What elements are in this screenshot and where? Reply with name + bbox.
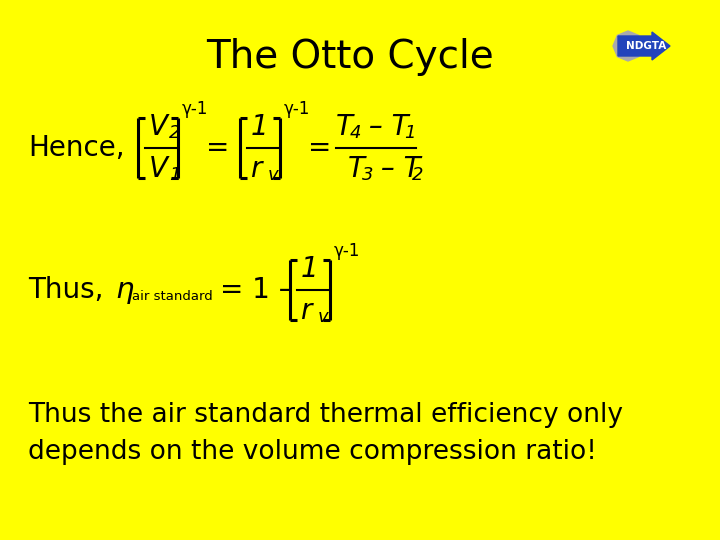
Text: NDGTA: NDGTA xyxy=(626,41,666,51)
Text: T: T xyxy=(336,113,353,141)
Text: 4: 4 xyxy=(350,124,361,142)
Text: r: r xyxy=(300,297,312,325)
Text: 3: 3 xyxy=(362,166,374,184)
Text: γ-1: γ-1 xyxy=(182,100,208,118)
Text: r: r xyxy=(251,155,261,183)
Text: 1: 1 xyxy=(169,166,181,184)
Text: – T: – T xyxy=(372,155,420,183)
Text: depends on the volume compression ratio!: depends on the volume compression ratio! xyxy=(28,439,597,465)
Text: 1: 1 xyxy=(250,113,268,141)
Text: air standard: air standard xyxy=(132,291,212,303)
Text: γ-1: γ-1 xyxy=(334,242,361,260)
Text: γ-1: γ-1 xyxy=(284,100,310,118)
Text: T: T xyxy=(348,155,365,183)
Text: = 1 –: = 1 – xyxy=(220,276,292,304)
Text: Thus,: Thus, xyxy=(28,276,104,304)
Text: 1: 1 xyxy=(300,255,318,283)
Text: Thus the air standard thermal efficiency only: Thus the air standard thermal efficiency… xyxy=(28,402,623,428)
Text: V: V xyxy=(148,155,168,183)
Text: =: = xyxy=(308,134,332,162)
Text: The Otto Cycle: The Otto Cycle xyxy=(206,38,494,76)
Text: v: v xyxy=(268,166,279,184)
Text: V: V xyxy=(148,113,168,141)
FancyArrow shape xyxy=(618,32,670,60)
Text: =: = xyxy=(207,134,230,162)
Text: η: η xyxy=(115,276,133,304)
Text: v: v xyxy=(318,308,328,326)
Text: 1: 1 xyxy=(404,124,415,142)
Text: 2: 2 xyxy=(412,166,423,184)
Text: 2: 2 xyxy=(169,124,181,142)
Text: Hence,: Hence, xyxy=(28,134,125,162)
Text: – T: – T xyxy=(360,113,409,141)
